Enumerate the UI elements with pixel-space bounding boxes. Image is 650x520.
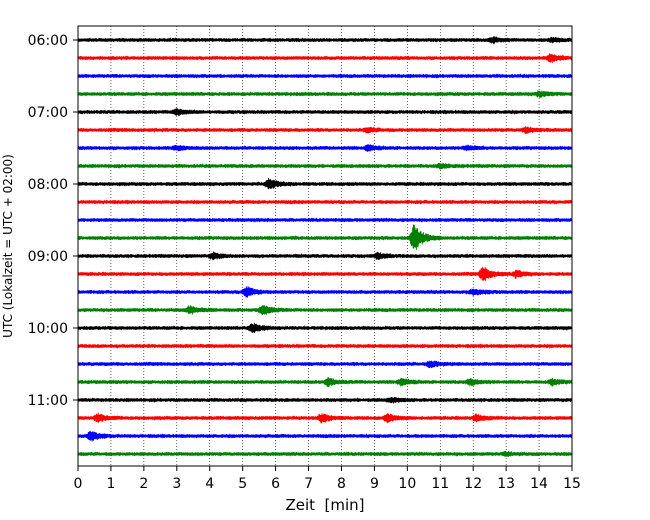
trace-0815	[77, 199, 573, 205]
y-tick-label: 08:00	[28, 177, 68, 193]
trace-0645	[77, 90, 573, 99]
x-axis-ticks: 0 1 2 3 4 5 6 7 8 9 10 11 12 13 14 15	[74, 466, 581, 492]
trace-1000	[77, 322, 573, 334]
x-tick-label: 9	[370, 476, 379, 492]
trace-1115	[77, 412, 573, 424]
trace-1015	[77, 343, 573, 349]
y-tick-label: 06:00	[28, 33, 68, 49]
y-tick-label: 10:00	[28, 321, 68, 337]
x-tick-label: 14	[530, 476, 548, 492]
trace-0715	[77, 126, 573, 134]
y-tick-label: 07:00	[28, 105, 68, 121]
y-tick-label: 11:00	[28, 393, 68, 409]
x-tick-label: 6	[271, 476, 280, 492]
x-tick-label: 10	[398, 476, 416, 492]
trace-1130	[77, 430, 573, 442]
trace-0900	[77, 251, 573, 261]
trace-0600	[77, 36, 573, 45]
x-tick-label: 12	[464, 476, 482, 492]
trace-1030	[77, 360, 573, 369]
trace-0830	[77, 217, 573, 223]
y-axis-label: UTC (Lokalzeit = UTC + 02:00)	[1, 154, 15, 338]
trace-0700	[77, 107, 573, 116]
x-tick-label: 0	[74, 476, 83, 492]
y-axis-ticks: 06:00 07:00 08:00 09:00 10:00 11:00	[28, 33, 78, 409]
x-tick-label: 3	[172, 476, 181, 492]
trace-0630	[77, 73, 573, 79]
trace-1045	[77, 377, 573, 388]
x-tick-label: 4	[205, 476, 214, 492]
seismic-traces	[77, 36, 573, 458]
x-tick-label: 15	[563, 476, 581, 492]
trace-1100	[77, 396, 573, 404]
trace-0745	[77, 162, 573, 170]
x-tick-label: 8	[337, 476, 346, 492]
plot-frame	[77, 25, 573, 467]
x-axis-label: Zeit [min]	[285, 496, 364, 514]
x-tick-label: 5	[238, 476, 247, 492]
trace-0845	[77, 224, 573, 250]
trace-0615	[77, 53, 573, 64]
y-tick-label: 09:00	[28, 249, 68, 265]
x-tick-label: 1	[106, 476, 115, 492]
x-tick-label: 2	[139, 476, 148, 492]
x-tick-label: 13	[497, 476, 515, 492]
x-tick-label: 7	[304, 476, 313, 492]
x-tick-label: 11	[431, 476, 449, 492]
trace-0915	[77, 266, 573, 281]
trace-0930	[77, 286, 573, 298]
trace-1145	[77, 450, 573, 458]
trace-0730	[77, 144, 573, 152]
trace-0945	[77, 304, 573, 316]
trace-0800	[77, 177, 573, 190]
grid-lines	[110, 26, 540, 466]
